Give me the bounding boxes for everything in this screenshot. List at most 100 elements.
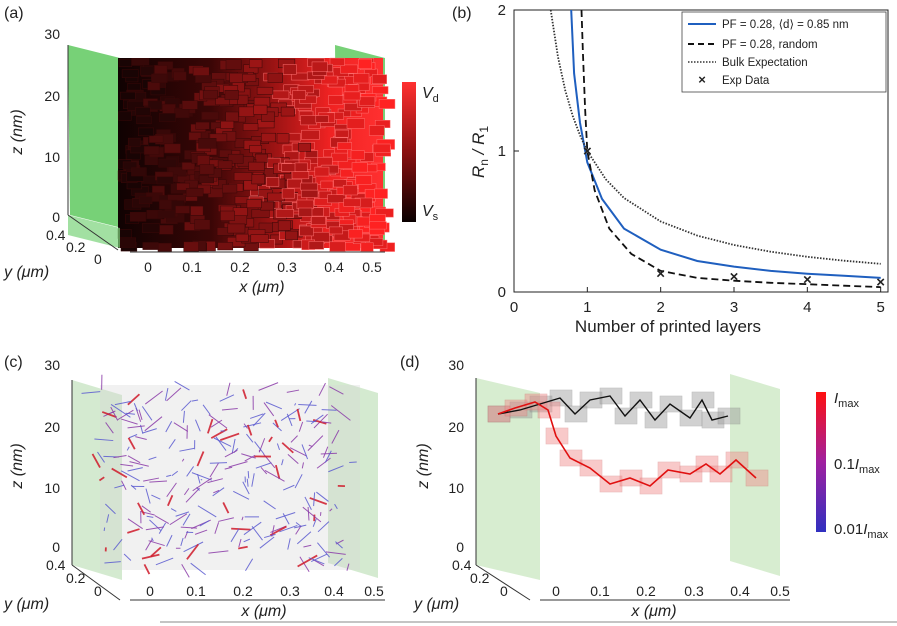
network-segment [313, 413, 328, 429]
x-axis-label: Number of printed layers [575, 317, 761, 336]
network-segment [167, 494, 174, 507]
network-segment [228, 461, 248, 468]
nanowire-block [232, 207, 248, 217]
network-segment [346, 563, 350, 571]
network-segment [202, 404, 211, 416]
nanowire-block [328, 95, 344, 105]
z-tick: 0 [52, 539, 60, 555]
network-segment [158, 522, 167, 534]
network-segment [276, 443, 281, 451]
nanowire-block [372, 86, 389, 95]
nanowire-block [348, 229, 363, 239]
network-segment [321, 409, 337, 411]
network-segment [295, 522, 302, 528]
network-segment [110, 404, 131, 418]
network-segment [295, 525, 302, 535]
network-segment [145, 526, 165, 531]
nanowire-block [292, 90, 306, 100]
nanowire-block [260, 201, 274, 211]
nanowire-block [351, 162, 368, 173]
x-tick: 0.2 [233, 583, 253, 599]
nanowire-block [299, 95, 317, 104]
network-segment [186, 466, 195, 477]
network-segment [222, 502, 230, 514]
panel-label-d: (d) [400, 354, 420, 371]
network-segment [307, 506, 310, 521]
nanowire-block [301, 189, 319, 198]
panel-label-a: (a) [4, 5, 24, 22]
network-segment [263, 500, 276, 510]
network-segment [212, 487, 225, 497]
y-tick: 0 [500, 583, 508, 599]
network-segment [137, 502, 146, 516]
network-segment [170, 508, 177, 512]
nanowire-block [140, 66, 154, 76]
nanowire-block [378, 99, 396, 109]
panel-label-b: (b) [452, 5, 472, 22]
path-block [629, 391, 653, 409]
network-segment [254, 441, 265, 455]
nanowire-block [222, 184, 238, 194]
network-segment [182, 410, 185, 423]
network-segment [214, 522, 220, 534]
network-segment [265, 401, 282, 410]
network-segment [91, 453, 101, 468]
x-tick: 0 [146, 583, 154, 599]
x-tick: 0.5 [362, 259, 382, 275]
network-segment [113, 454, 127, 459]
network-segment [113, 539, 123, 551]
right-electrode [328, 378, 378, 578]
network-segment [316, 457, 331, 469]
network-segment [287, 538, 291, 550]
nanowire-block [249, 59, 263, 69]
x-tick: 0.3 [280, 583, 300, 599]
network-segment [283, 484, 295, 491]
nanowire-block [360, 242, 374, 252]
nanowire-block [267, 72, 283, 83]
nanowire-block [335, 129, 349, 138]
x-tick-label: 2 [656, 299, 664, 316]
legend-entry: PF = 0.28, ⟨d⟩ = 0.85 nm [722, 18, 849, 31]
nanowire-block [220, 120, 235, 129]
network-segment [165, 420, 173, 433]
nanowire-block [136, 115, 152, 125]
network-segment [289, 447, 307, 457]
nanowire-block [142, 223, 160, 233]
network-segment [301, 444, 309, 460]
x-tick-label: 3 [730, 299, 738, 316]
nanowire-block [243, 242, 259, 251]
left-electrode [68, 45, 122, 228]
network-segment [150, 546, 162, 558]
nanowire-block [343, 91, 361, 101]
nanowire-block [121, 69, 139, 78]
network-segment [268, 436, 273, 443]
nanowire-block [227, 153, 244, 164]
nanowire-block [143, 146, 160, 155]
network-segment [151, 494, 161, 500]
path-block [691, 391, 715, 409]
network-segment [303, 544, 312, 548]
network-segment [180, 537, 184, 547]
network-segment [104, 561, 121, 564]
network-segment [238, 545, 248, 550]
network-segment [246, 424, 253, 436]
nanowire-block [174, 108, 190, 119]
nanowire-block [298, 207, 313, 217]
z-tick: 10 [44, 149, 60, 165]
exp-data-point: × [803, 271, 812, 288]
nanowire-block [147, 81, 161, 91]
network-segment [286, 389, 300, 393]
panel-d: (d) 30 20 10 0 z (nm) 0.4 0.2 0 y (μm) 0… [400, 354, 889, 620]
x-tick: 0.3 [277, 259, 297, 275]
chart-b-marks: × × × × × [549, 10, 885, 291]
network-segment [149, 480, 168, 483]
nanowire-block [147, 100, 163, 110]
path-block [717, 407, 741, 425]
nanowire-block [265, 177, 280, 187]
network-segment [304, 496, 312, 511]
colorbar-label-mid: 0.1Imax [834, 456, 880, 476]
nanowire-block [275, 209, 294, 218]
nanowire-block [183, 241, 199, 252]
nanowire-block [248, 161, 265, 171]
network-segment [264, 533, 276, 539]
